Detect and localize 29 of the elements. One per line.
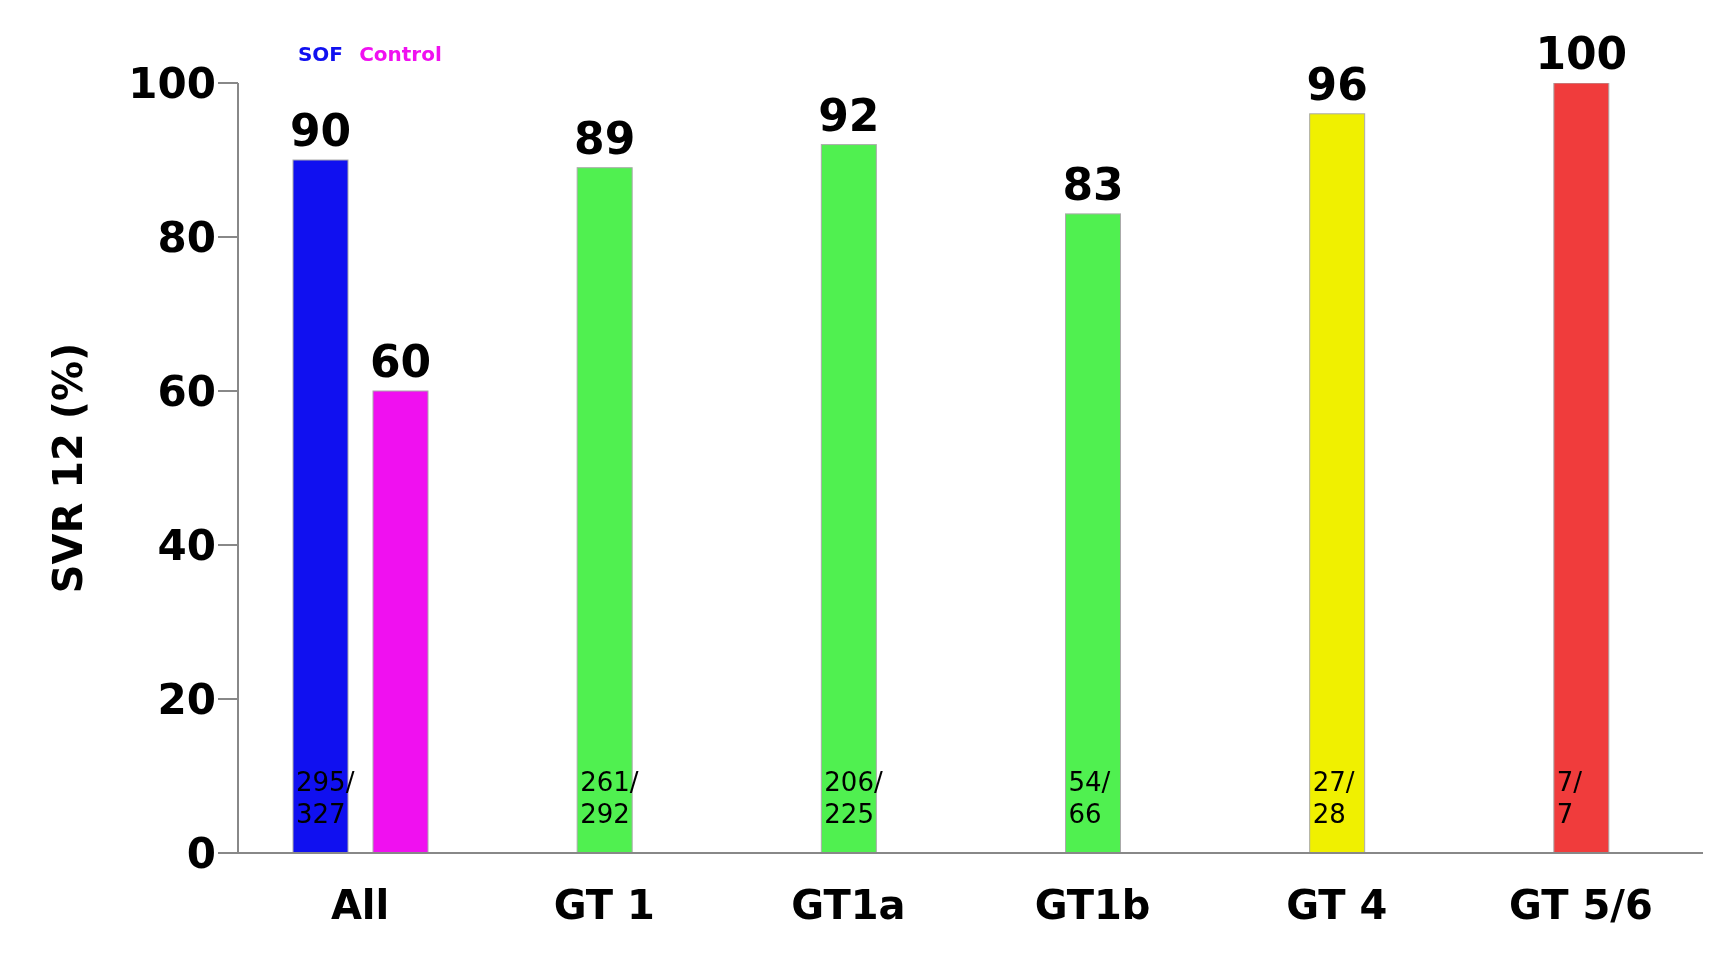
annotation: 7/7 (1556, 767, 1583, 829)
data-label: 89 (574, 112, 636, 164)
y-tick-label: 80 (157, 212, 216, 262)
y-axis-title: SVR 12 (%) (45, 342, 92, 594)
data-label: 96 (1306, 58, 1368, 110)
bar (1553, 83, 1610, 853)
x-tick-label: GT 1 (553, 882, 655, 929)
y-tick-label: 100 (128, 58, 216, 108)
y-tick-label: 60 (157, 366, 216, 416)
data-label: 60 (369, 336, 432, 387)
data-label: 83 (1062, 158, 1124, 210)
x-tick-label: All (330, 882, 390, 929)
x-tick-label: GT1a (791, 882, 906, 929)
bar (372, 390, 429, 853)
y-tick-label: 20 (157, 674, 216, 724)
y-tick-label: 40 (157, 520, 216, 570)
data-label: 90 (289, 105, 352, 156)
x-tick-label: GT 5/6 (1509, 882, 1653, 929)
bar (1309, 113, 1366, 853)
text: Control (359, 42, 442, 66)
y-tick-label: 0 (186, 828, 216, 878)
text: SOF (297, 42, 344, 66)
data-label: 100 (1535, 28, 1628, 79)
x-tick-label: GT1b (1034, 882, 1151, 929)
annotation: 27/28 (1312, 767, 1355, 829)
annotation: 54/66 (1068, 767, 1111, 829)
bar (1065, 213, 1121, 853)
data-label: 92 (818, 89, 880, 141)
x-tick-label: GT 4 (1286, 882, 1388, 929)
